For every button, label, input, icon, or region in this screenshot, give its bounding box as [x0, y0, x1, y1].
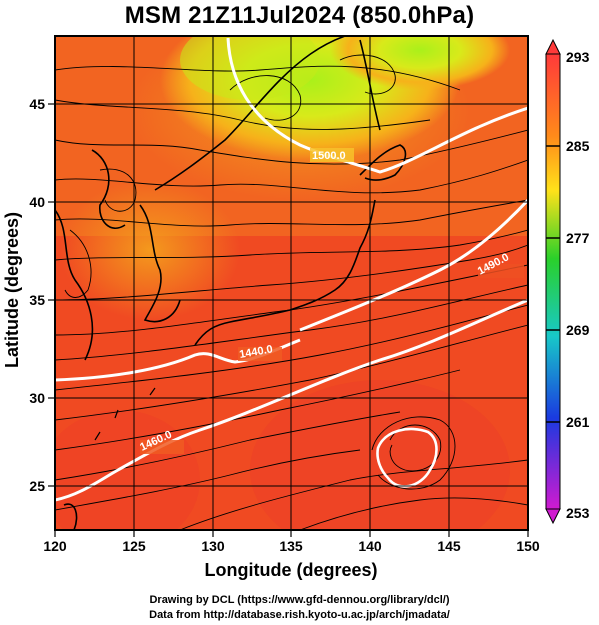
- contour-label: 1500.0: [312, 150, 346, 162]
- contour-label-bg: [238, 347, 282, 361]
- y-tick-label: 35: [29, 292, 45, 308]
- y-tick-label: 45: [29, 96, 45, 112]
- x-tick-label: 140: [358, 538, 382, 554]
- y-tick-label: 25: [29, 478, 45, 494]
- tick-marks: [48, 103, 529, 537]
- x-axis-label: Longitude (degrees): [204, 560, 377, 580]
- colorbar-ramp: [545, 53, 561, 510]
- coastline-hokkaido: [359, 144, 407, 181]
- x-tick-label: 120: [43, 538, 67, 554]
- x-tick-labels: 120 125 130 135 140 145 150: [43, 538, 540, 554]
- coastline-ryukyu: [94, 387, 156, 441]
- colorbar-label: 253: [566, 505, 590, 521]
- y-tick-label: 30: [29, 390, 45, 406]
- contour-1460-line: [55, 298, 528, 502]
- height-contours: [55, 37, 528, 502]
- credit-data: Data from http://database.rish.kyoto-u.a…: [149, 609, 450, 621]
- y-axis-label: Latitude (degrees): [2, 212, 22, 368]
- y-tick-label: 40: [29, 194, 45, 210]
- coastline-taiwan: [63, 503, 78, 530]
- contour-label-bg: [140, 440, 184, 454]
- contour-label: 1440.0: [238, 343, 273, 361]
- colorbar-label: 277: [566, 230, 590, 246]
- contour-label-bg: [478, 264, 524, 278]
- contour-low-loop: [376, 427, 438, 488]
- colorbar-label: 285: [566, 138, 590, 154]
- y-tick-labels: 25 30 35 40 45: [29, 96, 45, 494]
- chart-title: MSM 21Z11Jul2024 (850.0hPa): [124, 2, 475, 29]
- x-tick-label: 130: [201, 538, 225, 554]
- coastline-korea: [139, 204, 181, 323]
- colorbar-max-arrow: [545, 38, 561, 55]
- colorbar: 293 285 277 269 261 253: [545, 38, 590, 525]
- contour-1490-line: [299, 198, 528, 332]
- colorbar-min-arrow: [545, 508, 561, 525]
- x-tick-label: 150: [516, 538, 540, 554]
- x-tick-label: 135: [279, 538, 303, 554]
- x-tick-label: 125: [122, 538, 146, 554]
- wind-streamlines: [55, 54, 528, 530]
- contour-label-bg: [310, 148, 354, 162]
- coastline-russia: [154, 36, 346, 191]
- colorbar-label: 269: [566, 322, 590, 338]
- x-tick-label: 145: [437, 538, 461, 554]
- colorbar-labels: 293 285 277 269 261 253: [566, 49, 590, 521]
- grid-lines: [55, 36, 528, 530]
- coastlines: [55, 36, 407, 530]
- colorbar-label: 293: [566, 49, 590, 65]
- coastline-kyushu-honshu: [194, 199, 376, 346]
- colorbar-label: 261: [566, 414, 590, 430]
- credit-drawing: Drawing by DCL (https://www.gfd-dennou.o…: [149, 594, 450, 606]
- coastline-asia-mainland: [55, 149, 126, 361]
